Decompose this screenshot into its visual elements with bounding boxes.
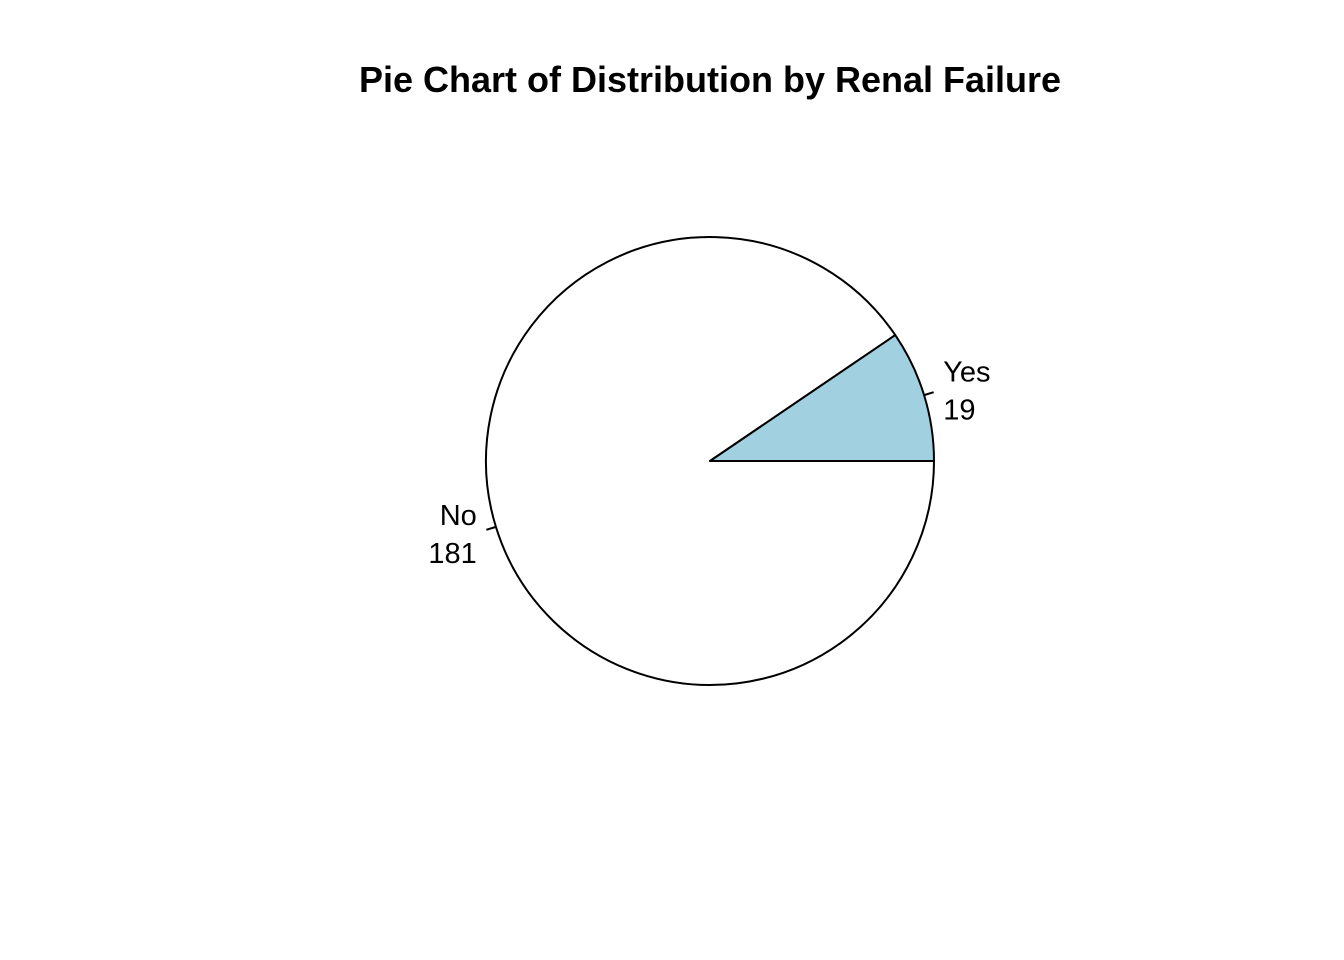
pie-tick-yes [923,391,934,397]
pie-value-yes: 19 [943,395,975,427]
pie-label-yes: Yes [943,357,990,389]
pie-value-no: 181 [428,538,476,570]
pie-slice-yes [709,334,935,462]
pie-label-no: No [440,500,477,532]
chart-title: Pie Chart of Distribution by Renal Failu… [358,59,1062,100]
pie-tick-no [486,525,497,531]
pie-slices [485,236,935,686]
pie-labels: No 181 Yes 19 [428,357,990,571]
